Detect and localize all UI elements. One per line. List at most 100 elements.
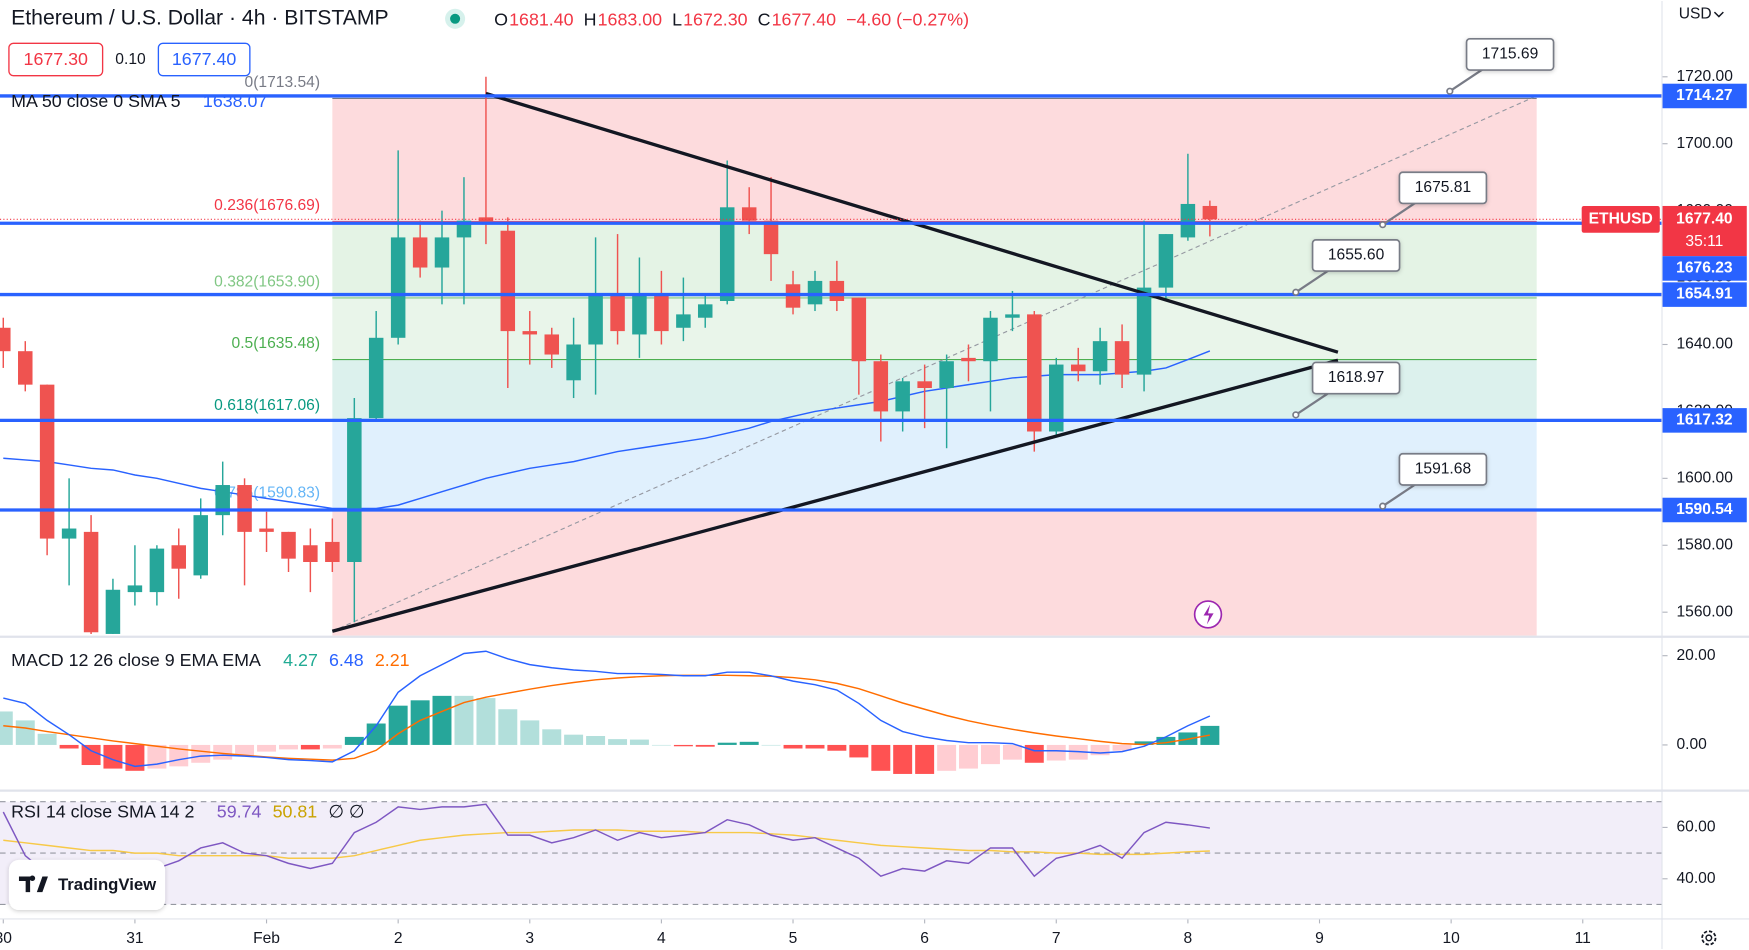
histogram-bar [388,705,408,745]
candle-body [281,531,296,559]
candle-body [1158,234,1174,288]
callout-box [1311,239,1401,272]
rsi-legend-sma: 50.81 [273,802,318,822]
sell-button[interactable] [8,42,104,77]
histogram-bar [300,744,320,750]
histogram-bar [59,744,79,749]
histogram-bar [235,744,255,757]
histogram-bar [871,744,891,771]
callout-label: 1675.81 [1415,179,1471,196]
candle-body [1005,314,1020,318]
candle-body [368,337,384,419]
macd-legend-macd: 6.48 [329,650,364,670]
histogram-bar [454,695,474,745]
candle-body [522,331,538,335]
brand-logo[interactable] [18,875,48,893]
y-tick-label: 60.00 [1676,819,1715,836]
rsi-sma-line [3,829,1210,859]
candle-body [588,294,603,345]
candle-body [1136,287,1152,375]
last-price-tag [1661,205,1747,257]
candle-body [566,344,581,381]
histogram-bar [980,744,1000,765]
x-tick-label: 8 [1184,930,1193,947]
signal-line [3,674,1211,761]
histogram-bar [915,744,935,774]
settings-icon[interactable] [1701,930,1717,946]
ohlc-value: 1683.00 [598,10,663,30]
ohlc-key: H [584,10,597,30]
ask-price[interactable]: 1677.40 [172,49,237,69]
candle-body [895,381,910,412]
fib-zone [332,509,1537,636]
brand-badge[interactable] [8,859,166,911]
candle-body [83,531,99,633]
candle-body [851,297,867,362]
fib-zone [332,98,1537,222]
alert-bolt[interactable] [1203,604,1214,625]
candle-body [18,351,33,385]
ohlc-value: 1677.40 [772,10,837,30]
candle-body [303,545,318,562]
histogram-bar [717,742,737,745]
ohlc-key: L [672,10,682,30]
histogram-bar [279,744,298,750]
candle-body [434,237,450,268]
currency[interactable]: USD [1679,5,1712,22]
symbol-title: Ethereum / U.S. Dollar · 4h · BITSTAMP [11,6,389,29]
histogram-bar [695,744,715,747]
candle-body [390,237,406,338]
macd-legend-histogram: 4.27 [283,650,318,670]
y-tick-label: 1600.00 [1676,469,1733,486]
bid-price[interactable]: 1677.30 [24,49,89,69]
callout-leader [1295,391,1330,416]
candle-body [347,418,362,562]
price-pane: 0(1713.54) 0.236(1676.69) 0.382(1653.90) 0.… [0,74,1662,636]
y-tick-label: 1700.00 [1676,135,1733,152]
ohlc-key: O [494,10,508,30]
buy-button[interactable] [157,42,251,77]
level-tag [1661,83,1747,109]
candle-body [719,207,735,301]
fib-level-label: 0.236(1676.69) [214,197,320,214]
histogram-bar [651,744,671,746]
histogram-bar [322,744,342,749]
trend-line [332,95,1537,632]
candle-body [39,384,55,539]
histogram-bar [1002,744,1022,760]
histogram-bar [542,729,562,745]
settings-icon-center[interactable] [1705,934,1713,942]
candle-body [763,220,779,255]
callout-box [1398,452,1488,486]
macd-legend: MACD 12 26 close 9 EMA EMA [11,650,261,670]
market-status[interactable] [450,13,461,24]
ma-legend-value: 1638.07 [203,91,268,111]
brand-name[interactable]: TradingView [58,875,157,894]
level-tag-label: 1590.54 [1676,501,1733,518]
callout-box [1398,171,1488,205]
candle-body [215,485,230,516]
ohlc-value: 1672.30 [683,10,748,30]
callout-label: 1618.97 [1328,369,1384,386]
candle-body [807,280,823,305]
histogram-bar [103,744,123,769]
level-tag-label: 1714.27 [1676,87,1732,104]
x-tick-label: 30 [0,930,12,947]
histogram-bar [608,739,628,745]
candle-body [544,334,560,355]
moving-average [3,350,1211,510]
rsi-legend-status: ∅ ∅ [328,802,364,822]
candle-body [829,280,845,301]
candle-body [697,304,713,318]
candle-body [61,528,77,539]
currency-caret[interactable] [1713,11,1724,18]
candle-body [412,237,428,268]
histogram-bar [586,736,606,745]
candle-body [632,294,647,335]
histogram-bar [366,723,386,745]
rsi-legend: RSI 14 close SMA 14 2 [11,802,194,822]
histogram-bar [257,744,277,752]
x-tick-label: 7 [1052,930,1061,947]
candle-body [127,585,143,593]
